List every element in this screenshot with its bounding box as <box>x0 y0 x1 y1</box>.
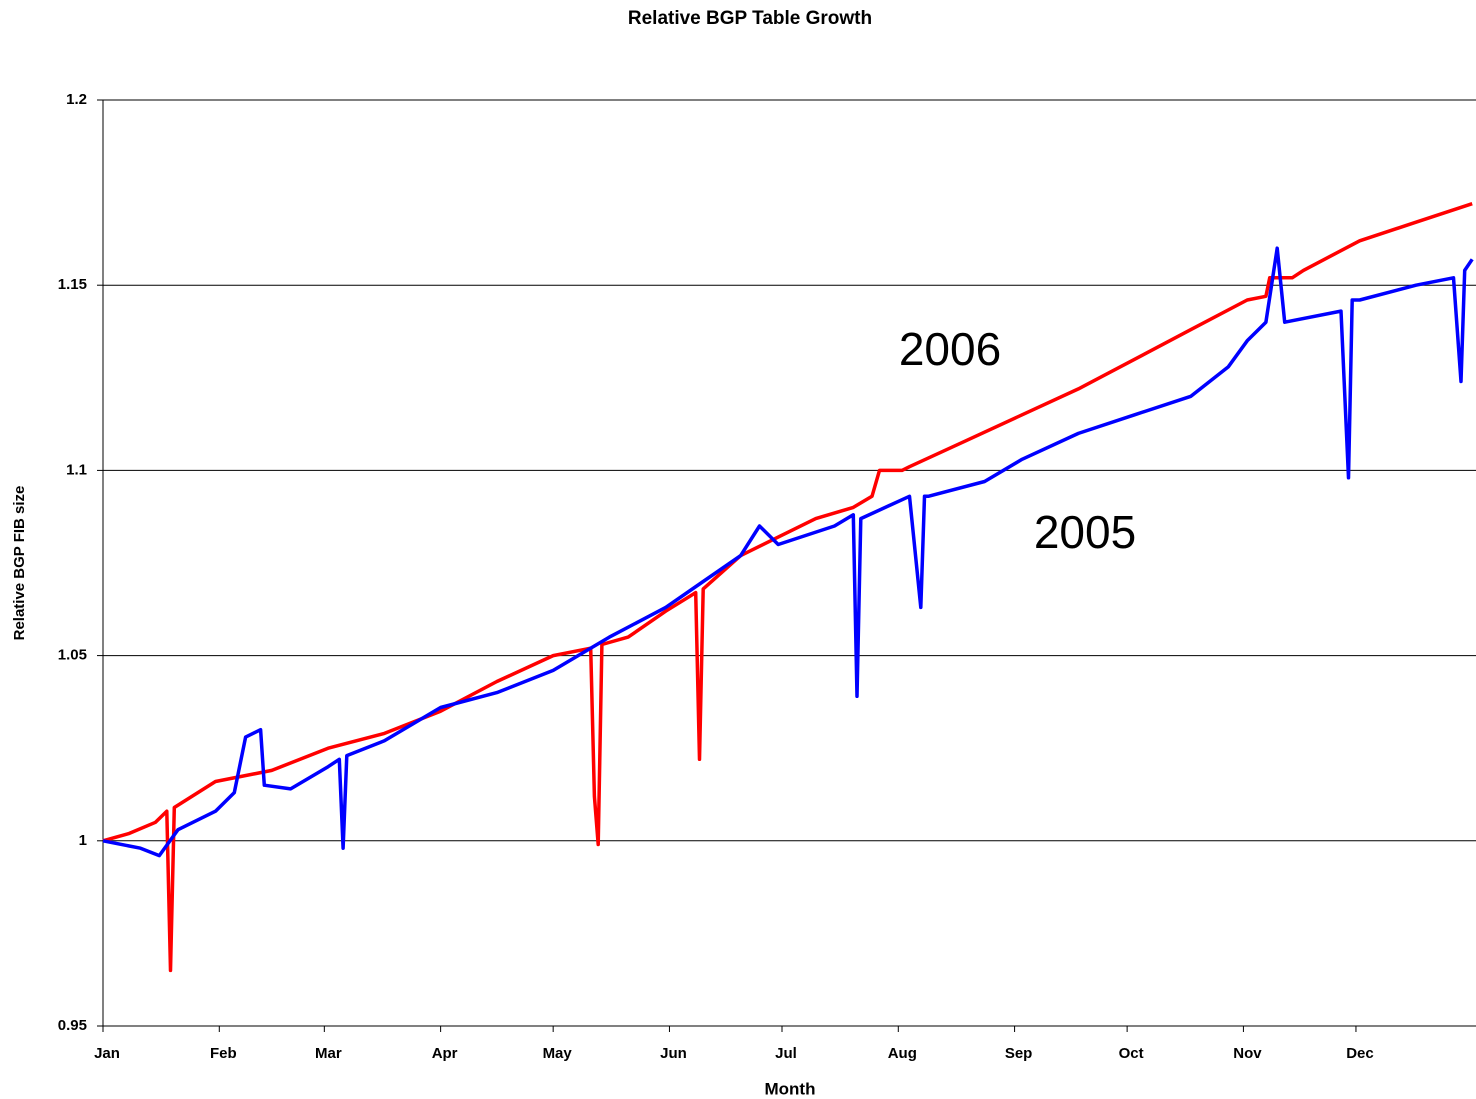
series-line <box>102 202 1473 973</box>
y-tick-label: 1.05 <box>58 647 87 664</box>
x-tick-label: May <box>543 1045 573 1062</box>
x-tick-label: Oct <box>1119 1045 1144 1062</box>
x-tick-label: Feb <box>210 1045 237 1062</box>
series-line <box>102 246 1474 858</box>
x-tick-label: Jun <box>660 1045 687 1062</box>
y-tick-label: 0.95 <box>58 1017 87 1034</box>
annotation: 2006 <box>899 323 1001 375</box>
chart-title: Relative BGP Table Growth <box>628 8 872 29</box>
y-tick-label: 1 <box>79 832 87 849</box>
annotation: 2005 <box>1034 506 1136 558</box>
x-tick-label: Dec <box>1346 1045 1374 1062</box>
y-tick-label: 1.15 <box>58 276 87 293</box>
x-axis-label: Month <box>765 1079 816 1098</box>
x-tick-label: Jan <box>94 1045 120 1062</box>
x-tick-label: Nov <box>1233 1045 1262 1062</box>
y-tick-label: 1.1 <box>66 461 87 478</box>
x-tick-label: Aug <box>888 1045 917 1062</box>
x-tick-label: Apr <box>432 1045 458 1062</box>
x-tick-label: Sep <box>1005 1045 1033 1062</box>
y-tick-label: 1.2 <box>66 91 87 108</box>
x-tick-label: Jul <box>775 1045 797 1062</box>
y-axis-label: Relative BGP FIB size <box>11 486 28 641</box>
x-tick-label: Mar <box>315 1045 342 1062</box>
